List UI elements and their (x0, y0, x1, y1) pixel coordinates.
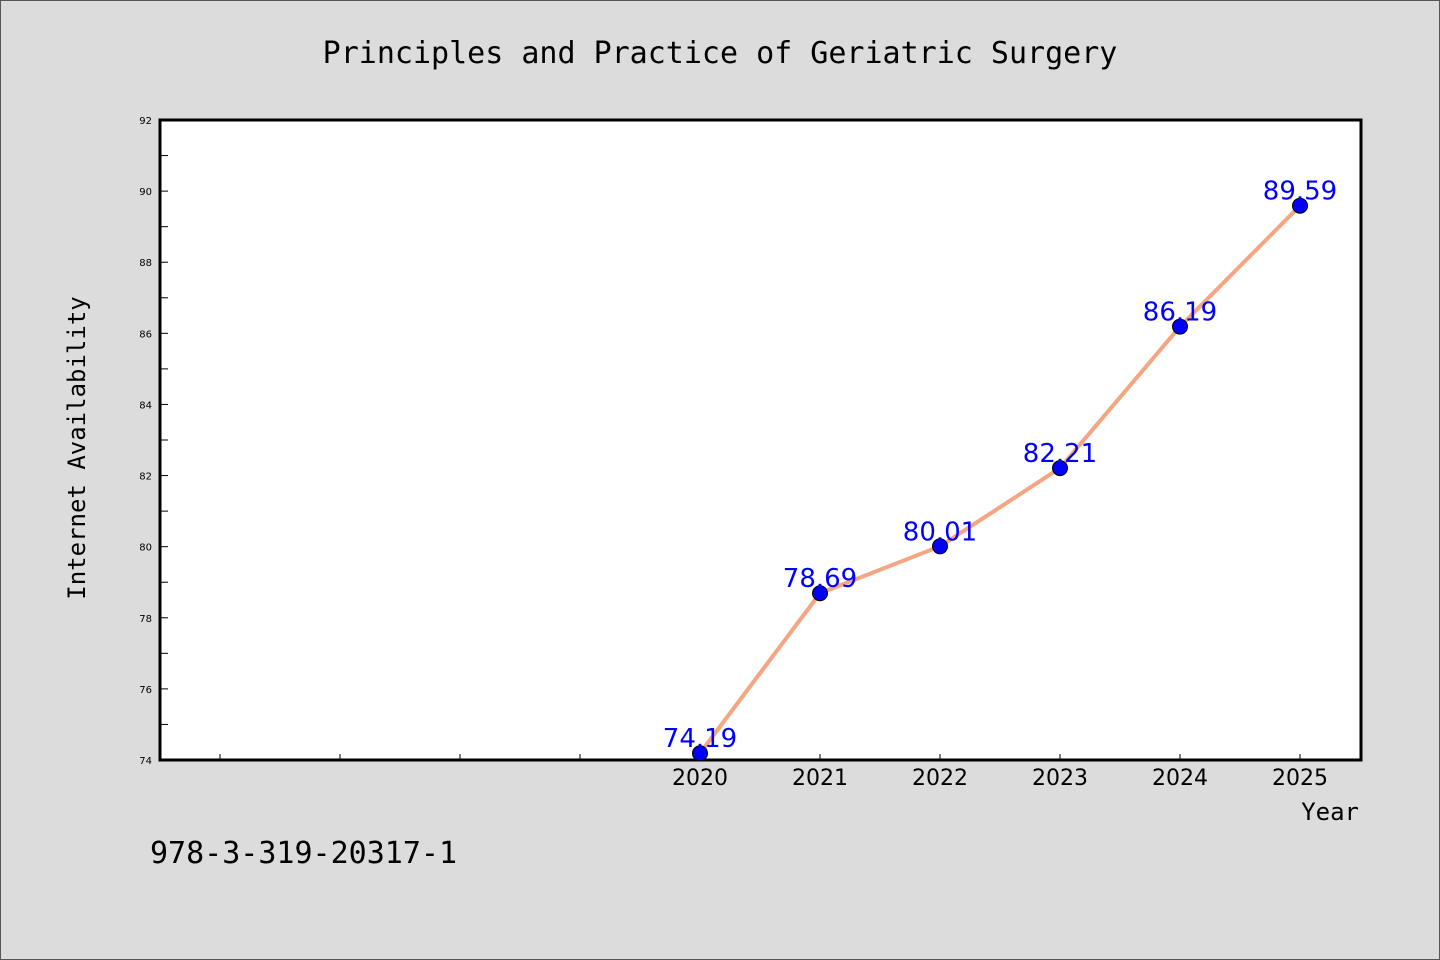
x-tick-label: 2021 (792, 766, 848, 791)
data-labels: 74.19 78.69 80.01 82.21 86.19 89.59 (663, 177, 1337, 755)
series-line-group (692, 197, 1308, 762)
y-axis-label: Internet Availability (63, 296, 91, 599)
y-tick-label: 92 (139, 116, 152, 127)
series-line (698, 204, 1302, 755)
y-tick-label: 76 (139, 685, 152, 696)
y-tick-label: 86 (139, 329, 152, 340)
data-label: 74.19 (663, 724, 737, 754)
y-tick-label: 82 (139, 472, 152, 483)
y-tick-label: 78 (139, 614, 152, 625)
y-tick-label: 74 (139, 756, 152, 767)
x-axis: 2020 2021 2022 2023 2024 2025 (219, 754, 1328, 791)
data-label: 89.59 (1263, 177, 1337, 207)
chart-title: Principles and Practice of Geriatric Sur… (323, 36, 1118, 71)
data-label: 80.01 (903, 517, 977, 547)
x-tick-label: 2024 (1152, 766, 1208, 791)
y-tick-label: 88 (139, 258, 152, 269)
data-label: 78.69 (783, 564, 857, 594)
data-point (1052, 460, 1068, 477)
x-axis-label: Year (1301, 798, 1359, 826)
data-point (932, 538, 948, 555)
y-axis: 74 76 78 80 82 84 86 88 90 92 (139, 116, 168, 767)
data-point (1292, 197, 1308, 214)
data-label: 86.19 (1143, 298, 1217, 328)
y-tick-label: 90 (139, 187, 152, 198)
data-point (1172, 318, 1188, 335)
x-tick-label: 2022 (912, 766, 968, 791)
isbn-text: 978-3-319-20317-1 (150, 836, 457, 871)
plot-area (158, 118, 1363, 762)
data-label: 82.21 (1023, 439, 1097, 469)
x-tick-label: 2025 (1272, 766, 1328, 791)
x-tick-label: 2023 (1032, 766, 1088, 791)
x-tick-label: 2020 (672, 766, 728, 791)
y-tick-label: 80 (139, 543, 152, 554)
y-tick-label: 84 (139, 400, 152, 411)
data-point (812, 585, 828, 602)
data-point (692, 745, 708, 762)
